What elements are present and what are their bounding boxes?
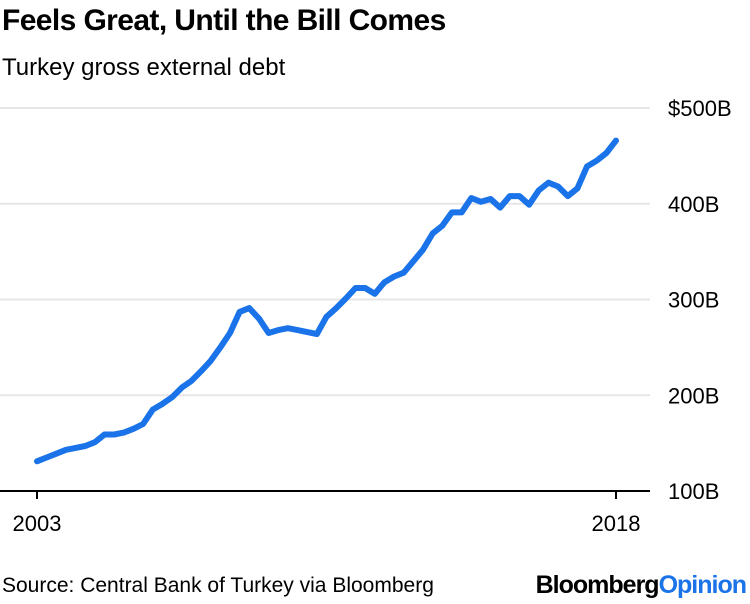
logo-opinion-text: Opinion xyxy=(658,571,747,599)
chart-subtitle: Turkey gross external debt xyxy=(2,54,286,81)
logo-bloomberg-text: Bloomberg xyxy=(535,571,660,599)
y-tick-label: $500B xyxy=(668,96,732,121)
series-line xyxy=(34,137,619,465)
y-tick-label: 200B xyxy=(668,383,719,408)
y-tick-label: 300B xyxy=(668,288,719,313)
y-tick-label: 100B xyxy=(668,479,719,504)
chart-title: Feels Great, Until the Bill Comes xyxy=(2,4,446,37)
bloomberg-opinion-logo: BloombergOpinion xyxy=(531,571,747,600)
x-tick-label: 2003 xyxy=(13,511,62,536)
x-tick-label: 2018 xyxy=(592,511,641,536)
source-note: Source: Central Bank of Turkey via Bloom… xyxy=(2,574,434,597)
y-tick-label: 400B xyxy=(668,192,719,217)
